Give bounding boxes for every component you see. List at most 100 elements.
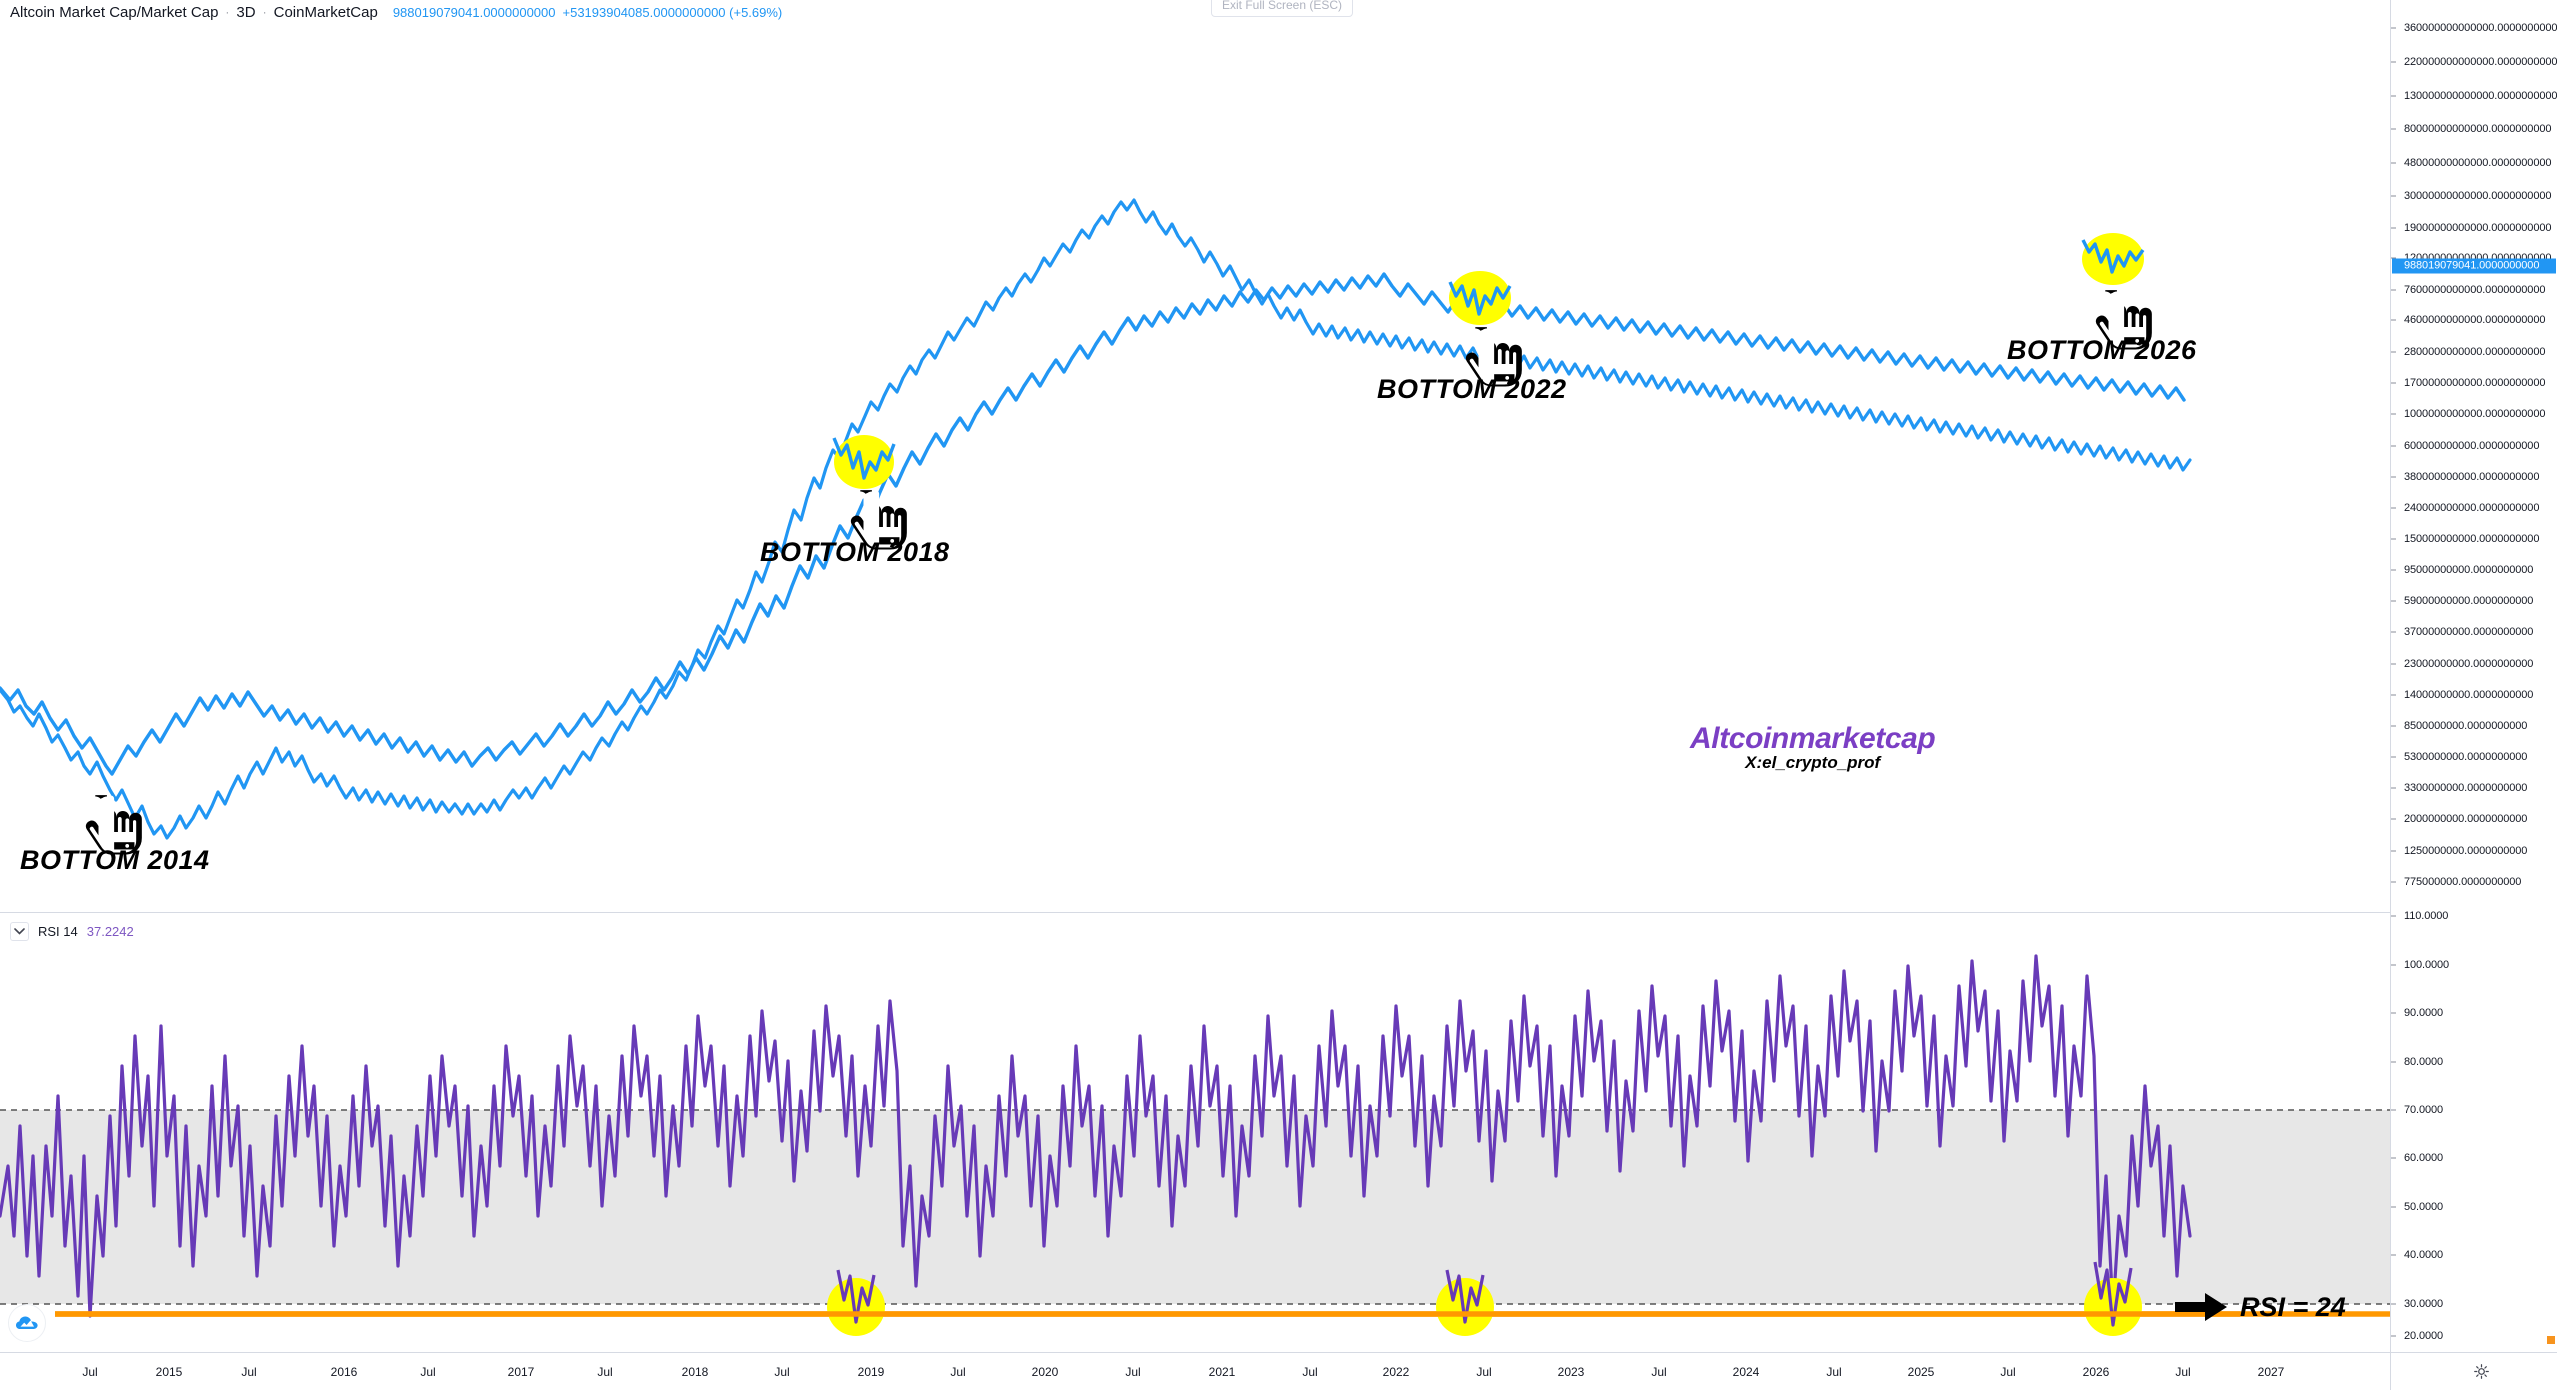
rsi-axis-label: 90.0000 xyxy=(2404,1007,2444,1019)
rsi-axis-label: 80.0000 xyxy=(2404,1056,2444,1068)
time-axis-label: 2025 xyxy=(1907,1365,1935,1379)
time-axis-label: Jul xyxy=(2175,1365,2191,1379)
tradingview-logo-badge[interactable] xyxy=(8,1304,46,1342)
rsi-indicator-name[interactable]: RSI 14 xyxy=(38,924,78,939)
price-axis-tick xyxy=(2391,538,2396,540)
time-axis-label: Jul xyxy=(420,1365,436,1379)
time-axis-label: 2016 xyxy=(330,1365,358,1379)
price-axis-tick xyxy=(2391,756,2396,758)
price-axis-label: 48000000000000.0000000000 xyxy=(2404,157,2552,169)
rsi-axis-label: 100.0000 xyxy=(2404,959,2450,971)
price-axis-label: 1250000000.0000000000 xyxy=(2404,845,2528,857)
time-axis-label: Jul xyxy=(241,1365,257,1379)
annotation-bottom-2014: BOTTOM 2014 xyxy=(20,845,210,875)
chart-cloud-icon xyxy=(16,1316,38,1329)
price-axis-tick xyxy=(2391,445,2396,447)
price-axis-tick xyxy=(2391,569,2396,571)
price-axis-label: 3300000000.0000000000 xyxy=(2404,782,2528,794)
rsi-axis-tick xyxy=(2391,964,2396,966)
rsi-level-annotation-label: RSI = 24 xyxy=(2240,1292,2346,1322)
price-axis-label: 30000000000000.0000000000 xyxy=(2404,190,2552,202)
price-axis-tick xyxy=(2391,787,2396,789)
price-axis-label: 5300000000.0000000000 xyxy=(2404,751,2528,763)
price-axis-tick xyxy=(2391,725,2396,727)
price-line xyxy=(0,198,2192,840)
price-chart-pane[interactable] xyxy=(0,0,2390,912)
price-axis-label: 4600000000000.0000000000 xyxy=(2404,314,2546,326)
price-axis-tick xyxy=(2391,382,2396,384)
rsi-series-svg xyxy=(0,954,2390,1318)
price-axis-tick xyxy=(2391,818,2396,820)
annotation-bottom-2026: BOTTOM 2026 xyxy=(2007,335,2197,365)
symbol-title[interactable]: Altcoin Market Cap/Market Cap xyxy=(10,3,219,21)
price-axis[interactable]: 360000000000000.0000000000 22000000000000… xyxy=(2390,0,2557,1352)
price-axis-label: 240000000000.0000000000 xyxy=(2404,502,2540,514)
price-series-svg xyxy=(0,198,2192,840)
rsi-axis-label: 60.0000 xyxy=(2404,1152,2444,1164)
chevron-down-icon[interactable] xyxy=(10,922,29,941)
time-axis-label: Jul xyxy=(1476,1365,1492,1379)
rsi-axis-tick xyxy=(2391,915,2396,917)
price-axis-tick xyxy=(2391,881,2396,883)
time-axis-label: Jul xyxy=(1302,1365,1318,1379)
price-axis-label: 95000000000.0000000000 xyxy=(2404,564,2534,576)
time-axis-label: Jul xyxy=(1826,1365,1842,1379)
rsi-axis-tick xyxy=(2391,1109,2396,1111)
price-axis-label: 2800000000000.0000000000 xyxy=(2404,346,2546,358)
price-axis-tick xyxy=(2391,351,2396,353)
time-axis-label: Jul xyxy=(774,1365,790,1379)
chart-header: Altcoin Market Cap/Market Cap · 3D · Coi… xyxy=(10,2,782,22)
last-price-value: 988019079041.0000000000 xyxy=(392,4,556,20)
rsi-axis-label: 50.0000 xyxy=(2404,1201,2444,1213)
time-axis-label: 2023 xyxy=(1557,1365,1585,1379)
time-axis-label: 2015 xyxy=(155,1365,183,1379)
time-axis-label: Jul xyxy=(950,1365,966,1379)
time-axis-label: Jul xyxy=(82,1365,98,1379)
price-axis-tick xyxy=(2391,195,2396,197)
time-axis-label: 2019 xyxy=(857,1365,885,1379)
scrollbar-marker xyxy=(2547,1336,2555,1344)
price-axis-tick xyxy=(2391,162,2396,164)
price-axis-tick xyxy=(2391,61,2396,63)
time-axis-label: Jul xyxy=(1125,1365,1141,1379)
price-change-value: +53193904085.0000000000 (+5.69%) xyxy=(562,4,783,20)
rsi-line xyxy=(0,954,2192,1318)
rsi-overbought-oversold-band xyxy=(0,1110,2390,1304)
chart-watermark: Altcoinmarketcap X:el_crypto_prof xyxy=(1690,722,1936,773)
price-axis-label: 130000000000000.0000000000 xyxy=(2404,90,2557,102)
price-axis-tick xyxy=(2391,600,2396,602)
price-axis-label: 1000000000000.0000000000 xyxy=(2404,408,2546,420)
price-axis-tick xyxy=(2391,631,2396,633)
time-axis-label: 2020 xyxy=(1031,1365,1059,1379)
price-axis-label: 2000000000.0000000000 xyxy=(2404,813,2528,825)
rsi-axis-label: 40.0000 xyxy=(2404,1249,2444,1261)
time-axis[interactable]: Jul 2015 Jul 2016 Jul 2017 Jul 2018 Jul 2019 Jul 20… xyxy=(0,1352,2557,1390)
time-axis-corner xyxy=(2390,1353,2557,1390)
rsi-axis-tick xyxy=(2391,1061,2396,1063)
rsi-axis-label: 30.0000 xyxy=(2404,1298,2444,1310)
time-axis-label: 2026 xyxy=(2082,1365,2110,1379)
time-axis-label: Jul xyxy=(1651,1365,1667,1379)
price-axis-label: 1700000000000.0000000000 xyxy=(2404,377,2546,389)
data-source-label[interactable]: CoinMarketCap xyxy=(273,3,378,21)
time-axis-label: 2027 xyxy=(2257,1365,2285,1379)
exit-fullscreen-tooltip[interactable]: Exit Full Screen (ESC) xyxy=(1211,0,1354,17)
price-axis-tick xyxy=(2391,507,2396,509)
price-axis-tick xyxy=(2391,694,2396,696)
price-axis-tick xyxy=(2391,850,2396,852)
price-axis-label: 380000000000.0000000000 xyxy=(2404,471,2540,483)
gear-icon[interactable] xyxy=(2474,1364,2489,1379)
rsi-axis-label: 70.0000 xyxy=(2404,1104,2444,1116)
price-axis-label: 7600000000000.0000000000 xyxy=(2404,284,2546,296)
current-price-tag-label: 988019079041.0000000000 xyxy=(2404,259,2540,272)
rsi-axis-tick xyxy=(2391,1335,2396,1337)
time-axis-label: 2018 xyxy=(681,1365,709,1379)
interval-label[interactable]: 3D xyxy=(236,3,256,21)
price-axis-tick xyxy=(2391,289,2396,291)
price-axis-tick xyxy=(2391,227,2396,229)
price-axis-label: 150000000000.0000000000 xyxy=(2404,533,2540,545)
rsi-indicator-legend[interactable]: RSI 14 37.2242 xyxy=(10,922,134,941)
rsi-chart-pane[interactable] xyxy=(0,916,2390,1344)
header-separator-2: · xyxy=(262,5,267,19)
